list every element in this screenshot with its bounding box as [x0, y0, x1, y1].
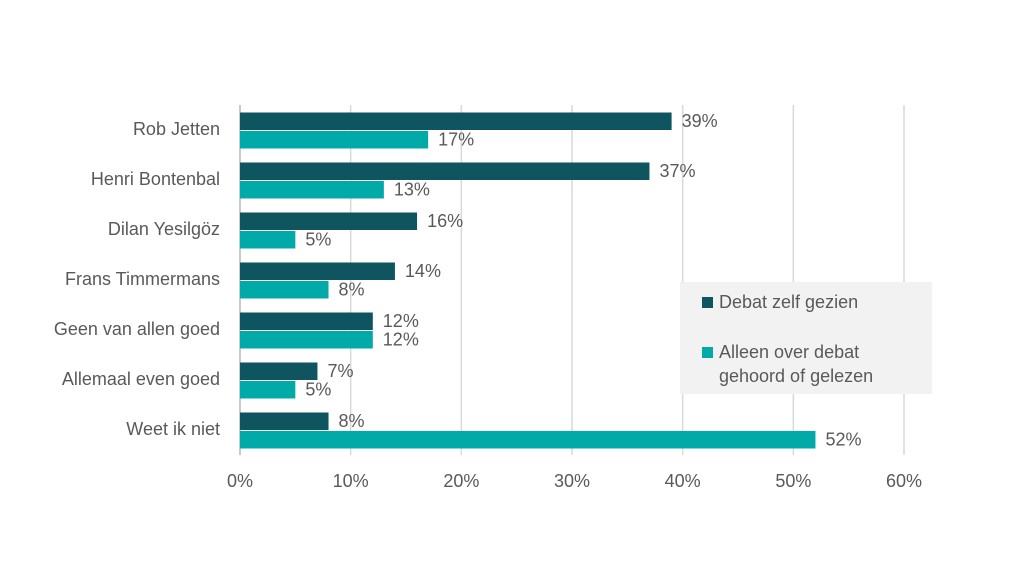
data-label: 14%	[405, 261, 441, 281]
bar	[240, 281, 329, 299]
bar	[240, 131, 429, 149]
bar	[240, 431, 816, 449]
data-label: 12%	[383, 311, 419, 331]
y-tick-label: Frans Timmermans	[65, 269, 220, 289]
data-label: 8%	[339, 411, 365, 431]
legend-label: Debat zelf gezien	[719, 292, 859, 312]
x-tick-label: 0%	[227, 471, 253, 491]
y-tick-label: Allemaal even goed	[62, 369, 220, 389]
legend-item: Alleen over debat gehoord of gelezen	[702, 340, 918, 388]
y-tick-label: Dilan Yesilgöz	[108, 219, 220, 239]
bar	[240, 331, 373, 349]
bar	[240, 231, 296, 249]
legend-swatch	[702, 297, 713, 308]
legend-swatch	[702, 347, 713, 358]
x-tick-label: 10%	[333, 471, 369, 491]
data-label: 37%	[659, 161, 695, 181]
data-label: 5%	[305, 380, 331, 400]
legend: Debat zelf gezien Alleen over debat gehoo…	[680, 282, 932, 394]
legend-label: Alleen over debat gehoord of gelezen	[719, 342, 874, 386]
y-tick-label: Henri Bontenbal	[91, 169, 220, 189]
x-tick-label: 40%	[665, 471, 701, 491]
x-tick-label: 20%	[443, 471, 479, 491]
bar	[240, 381, 296, 399]
x-tick-label: 50%	[775, 471, 811, 491]
bar	[240, 212, 418, 230]
data-label: 12%	[383, 330, 419, 350]
y-tick-label: Weet ik niet	[126, 419, 220, 439]
data-label: 16%	[427, 211, 463, 231]
bar	[240, 162, 650, 180]
bar	[240, 362, 318, 380]
data-label: 7%	[327, 361, 353, 381]
bar	[240, 412, 329, 430]
bar	[240, 262, 395, 280]
bar	[240, 181, 384, 199]
data-label: 52%	[825, 430, 861, 450]
legend-item: Debat zelf gezien	[702, 290, 918, 314]
data-label: 5%	[305, 230, 331, 250]
bar	[240, 312, 373, 330]
y-tick-label: Geen van allen goed	[54, 319, 220, 339]
data-label: 13%	[394, 180, 430, 200]
x-tick-label: 60%	[886, 471, 922, 491]
data-label: 8%	[339, 280, 365, 300]
data-label: 39%	[682, 111, 718, 131]
bar	[240, 112, 672, 130]
y-tick-label: Rob Jetten	[133, 119, 220, 139]
x-tick-label: 30%	[554, 471, 590, 491]
data-label: 17%	[438, 130, 474, 150]
